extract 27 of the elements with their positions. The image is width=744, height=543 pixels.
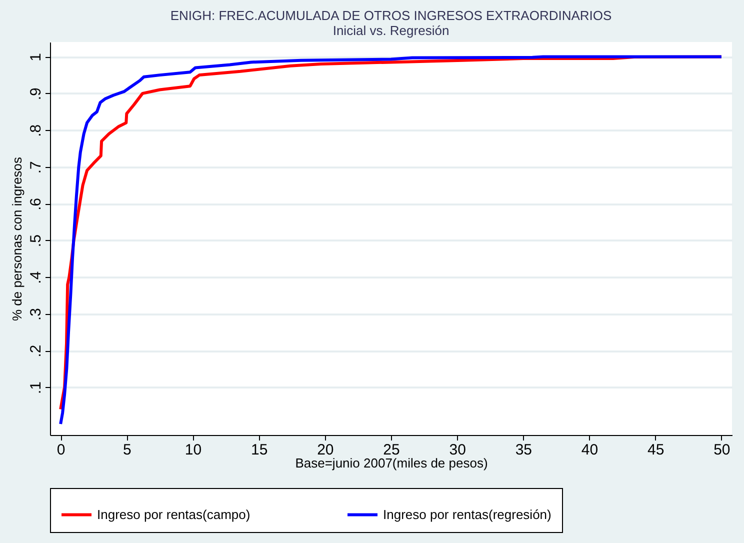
- y-tick-label: 1: [28, 53, 44, 62]
- x-tick-label: 50: [714, 442, 730, 458]
- x-tick-label: 20: [317, 442, 334, 458]
- y-tick-label: .9: [28, 88, 44, 100]
- y-tick-label: .1: [28, 381, 44, 394]
- y-tick-label: .6: [28, 198, 44, 210]
- legend-label: Ingreso por rentas(regresión): [383, 506, 552, 522]
- y-tick-label: .5: [28, 234, 44, 248]
- x-tick-label: 10: [184, 442, 202, 458]
- y-axis-title: % de personas con ingresos: [10, 156, 24, 322]
- x-tick-label: 15: [250, 442, 268, 458]
- y-tick-label: .2: [28, 344, 44, 358]
- y-tick-label: .7: [28, 161, 44, 174]
- chart-subtitle: Inicial vs. Regresión: [332, 23, 450, 38]
- legend-label: Ingreso por rentas(campo): [97, 506, 250, 522]
- x-tick-label: 35: [515, 442, 532, 458]
- x-tick-label: 30: [449, 442, 466, 458]
- chart-title: ENIGH: FREC.ACUMULADA DE OTROS INGRESOS EXTRAORDINARIOS: [170, 8, 612, 23]
- y-tick-label: .4: [28, 271, 44, 284]
- x-tick-label: 45: [647, 442, 664, 458]
- x-tick-label: 5: [122, 442, 132, 458]
- y-tick-label: .3: [28, 308, 44, 321]
- x-axis-title: Base=junio 2007(miles de pesos): [295, 456, 488, 470]
- y-tick-label: .8: [28, 124, 44, 137]
- x-tick-label: 25: [383, 442, 400, 458]
- x-tick-label: 40: [581, 442, 598, 458]
- x-tick-label: 0: [56, 442, 66, 458]
